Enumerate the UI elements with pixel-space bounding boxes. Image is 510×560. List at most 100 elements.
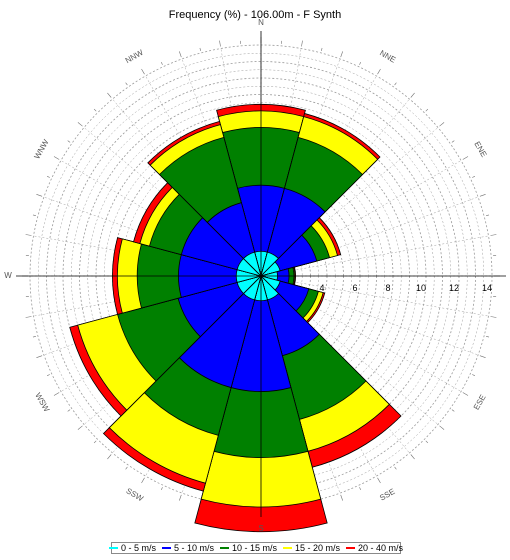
outer-tick <box>199 47 201 51</box>
outer-tick <box>490 234 497 236</box>
grid-spoke <box>260 75 377 277</box>
outer-tick <box>439 122 445 127</box>
legend-swatch <box>108 547 118 549</box>
outer-tick <box>410 92 415 98</box>
outer-tick <box>479 355 486 358</box>
sector-band <box>260 187 326 278</box>
outer-tick <box>77 425 83 430</box>
direction-label-ese: ESE <box>472 393 488 411</box>
outer-tick <box>25 234 32 236</box>
radial-tick-label: 6 <box>352 283 357 293</box>
grid-spoke <box>83 127 262 277</box>
outer-tick <box>107 454 112 460</box>
direction-label-w: W <box>4 271 12 280</box>
outer-tick <box>141 68 145 75</box>
outer-tick <box>340 494 343 501</box>
grid-spoke <box>260 127 439 277</box>
legend-item: 5 - 10 m/s <box>161 543 214 553</box>
radial-tick-label: 4 <box>319 283 324 293</box>
legend-label: 20 - 40 m/s <box>358 543 404 553</box>
outer-tick <box>490 316 497 318</box>
sector-nnw <box>147 120 262 278</box>
chart-title: Frequency (%) - 106.00m - F Synth <box>168 9 342 21</box>
legend-label: 10 - 15 m/s <box>231 543 277 553</box>
outer-tick <box>93 108 97 112</box>
direction-label-sse: SSE <box>378 487 396 503</box>
grid-spoke <box>145 75 262 277</box>
outer-tick <box>179 51 182 58</box>
outer-tick <box>472 374 476 376</box>
grid-spoke <box>220 48 262 277</box>
outer-tick <box>377 477 381 484</box>
direction-label-ssw: SSW <box>125 486 146 503</box>
outer-tick <box>321 47 323 51</box>
legend-item: 15 - 20 m/s <box>283 543 340 553</box>
outer-tick <box>301 40 303 47</box>
outer-tick <box>46 374 50 376</box>
grid-spoke <box>112 98 262 277</box>
outer-tick <box>32 336 36 338</box>
direction-label-s: S <box>258 524 263 533</box>
radial-tick-label: 12 <box>449 283 459 293</box>
outer-tick <box>161 487 163 491</box>
outer-tick <box>377 68 381 75</box>
radial-tick-label: 8 <box>385 283 390 293</box>
outer-tick <box>472 176 476 178</box>
grid-spoke <box>260 58 341 277</box>
grid-spoke <box>260 235 489 277</box>
legend-label: 15 - 20 m/s <box>295 543 341 553</box>
radial-tick-label: 10 <box>416 283 426 293</box>
direction-label-ene: ENE <box>472 140 488 159</box>
legend-swatch <box>219 547 229 549</box>
direction-label-wnw: WNW <box>32 138 50 161</box>
sector-ssw <box>102 274 262 492</box>
axes <box>16 31 506 517</box>
outer-tick <box>107 92 112 98</box>
outer-tick <box>425 440 429 444</box>
outer-tick <box>219 40 221 47</box>
sector-sse <box>260 274 402 468</box>
outer-tick <box>340 51 343 58</box>
outer-tick <box>161 61 163 65</box>
sector-ene <box>259 217 342 277</box>
grid-spoke <box>260 275 479 356</box>
direction-label-nne: NNE <box>378 48 397 64</box>
outer-tick <box>439 425 445 430</box>
grid-spoke <box>260 160 462 277</box>
direction-label-wsw: WSW <box>33 391 51 414</box>
sector-wedges <box>69 104 402 533</box>
outer-tick <box>179 494 182 501</box>
outer-tick <box>25 316 32 318</box>
legend-label: 5 - 10 m/s <box>173 543 214 553</box>
outer-tick <box>125 466 128 470</box>
grid-spoke <box>260 196 479 277</box>
legend-swatch <box>346 547 356 549</box>
outer-tick <box>67 140 71 143</box>
wind-rose-chart: 468101214NNNEENEEESESSESSSWWSWWWNWNNW <box>4 18 506 533</box>
outer-tick <box>486 214 490 216</box>
grid-spoke <box>260 48 302 277</box>
grid-spoke <box>60 160 262 277</box>
grid-spoke <box>33 235 262 277</box>
grid-spoke <box>260 275 439 425</box>
outer-tick <box>451 409 455 412</box>
grid-spoke <box>33 275 262 317</box>
outer-tick <box>46 176 50 178</box>
legend: 0 - 5 m/s 5 - 10 m/s 10 - 15 m/s 15 - 20 m/… <box>108 542 403 554</box>
legend-item: 0 - 5 m/s <box>108 543 156 553</box>
outer-tick <box>486 336 490 338</box>
outer-tick <box>462 156 469 160</box>
legend-item: 20 - 40 m/s <box>346 543 403 553</box>
outer-tick <box>53 392 60 396</box>
outer-tick <box>53 156 60 160</box>
outer-tick <box>394 82 397 86</box>
outer-tick <box>462 392 469 396</box>
grid-spoke <box>260 275 489 317</box>
outer-tick <box>125 82 128 86</box>
sector-nne <box>260 112 381 278</box>
legend-item: 10 - 15 m/s <box>219 543 277 553</box>
outer-tick <box>32 214 36 216</box>
outer-tick <box>359 61 361 65</box>
sector-ese <box>259 275 326 324</box>
radial-tick-label: 14 <box>482 283 492 293</box>
